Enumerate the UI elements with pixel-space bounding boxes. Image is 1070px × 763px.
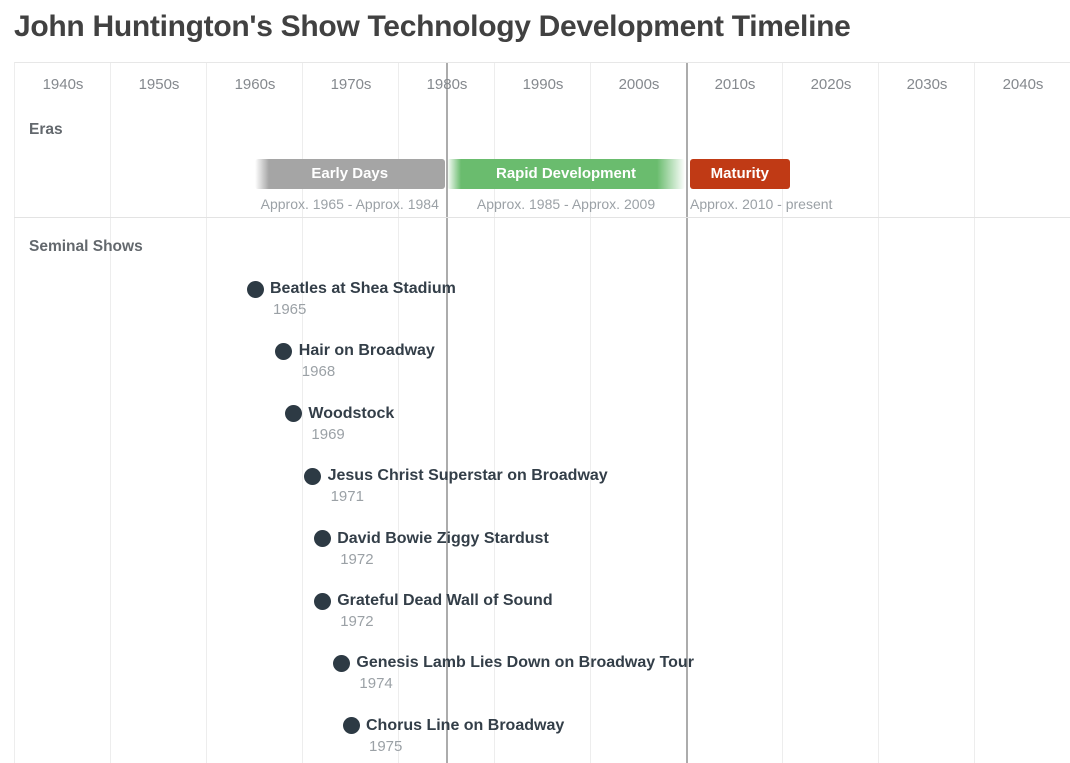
decade-header-cell: 1990s: [522, 76, 564, 93]
decade-header-cell: 1970s: [330, 76, 372, 93]
event-dot: [332, 654, 350, 672]
event-dot: [284, 405, 302, 423]
event-title: Chorus Line on Broadway: [366, 716, 565, 734]
era-bar-label: Maturity: [710, 165, 769, 182]
event-dot: [275, 342, 293, 360]
event-dot: [313, 530, 331, 548]
grid-column-line: [110, 63, 111, 763]
decade-header-cell: 1940s: [42, 76, 84, 93]
event-year: 1974: [359, 675, 393, 693]
event-title: Woodstock: [308, 404, 395, 422]
era-bar[interactable]: Rapid Development: [447, 159, 685, 189]
event-title: Genesis Lamb Lies Down on Broadway Tour: [356, 654, 694, 672]
era-range-label: Approx. 1985 - Approx. 2009: [476, 196, 656, 212]
event-dot: [313, 592, 331, 610]
event-title: Beatles at Shea Stadium: [270, 280, 456, 297]
event-year: 1965: [273, 301, 307, 318]
page-title: John Huntington's Show Technology Develo…: [14, 10, 851, 43]
decade-header-cell: 1980s: [426, 76, 468, 93]
event-dot: [342, 717, 360, 735]
grid-column-line: [398, 63, 399, 763]
event-title: David Bowie Ziggy Stardust: [337, 529, 549, 547]
decade-header-cell: 2010s: [714, 76, 756, 93]
eras-section-divider: [14, 217, 1070, 218]
row-label-seminal-shows: Seminal Shows: [29, 238, 143, 255]
decade-header-cell: 1950s: [138, 76, 180, 93]
grid-column-line: [302, 63, 303, 763]
decade-header-cell: 2040s: [1002, 76, 1044, 93]
event-title: Jesus Christ Superstar on Broadway: [327, 467, 608, 485]
decade-header-cell: 2030s: [906, 76, 948, 93]
decade-header-cell: 1960s: [234, 76, 276, 93]
decade-header-cell: 2020s: [810, 76, 852, 93]
grid-column-line: [590, 63, 591, 763]
era-bar[interactable]: Maturity: [689, 159, 791, 189]
event-year: 1972: [340, 613, 374, 630]
grid-column-line: [974, 63, 975, 763]
era-bar-label: Rapid Development: [495, 165, 637, 182]
event-dot: [246, 280, 264, 298]
era-boundary-line: [446, 63, 448, 763]
timeline-grid: 1940s 1950s 1960s 1970s 1980s 1990s 2000s 2010s…: [14, 62, 1070, 763]
event-year: 1969: [311, 425, 345, 443]
event-year: 1971: [330, 488, 364, 506]
row-label-eras: Eras: [29, 121, 63, 138]
event-year: 1975: [369, 737, 403, 755]
decade-header-cell: 2000s: [618, 76, 660, 93]
era-boundary-line: [686, 63, 688, 763]
event-year: 1972: [340, 550, 374, 568]
grid-column-line: [782, 63, 783, 763]
era-bar-label: Early Days: [311, 165, 389, 182]
era-range-label: Approx. 2010 - present: [690, 196, 833, 212]
event-dot: [304, 467, 322, 485]
grid-column-line: [494, 63, 495, 763]
era-range-label: Approx. 1965 - Approx. 1984: [260, 196, 439, 212]
event-year: 1968: [301, 363, 336, 381]
event-title: Grateful Dead Wall of Sound: [337, 592, 553, 609]
grid-column-line: [878, 63, 879, 763]
grid-column-line: [206, 63, 207, 763]
event-title: Hair on Broadway: [298, 342, 435, 360]
era-bar[interactable]: Early Days: [255, 159, 445, 189]
